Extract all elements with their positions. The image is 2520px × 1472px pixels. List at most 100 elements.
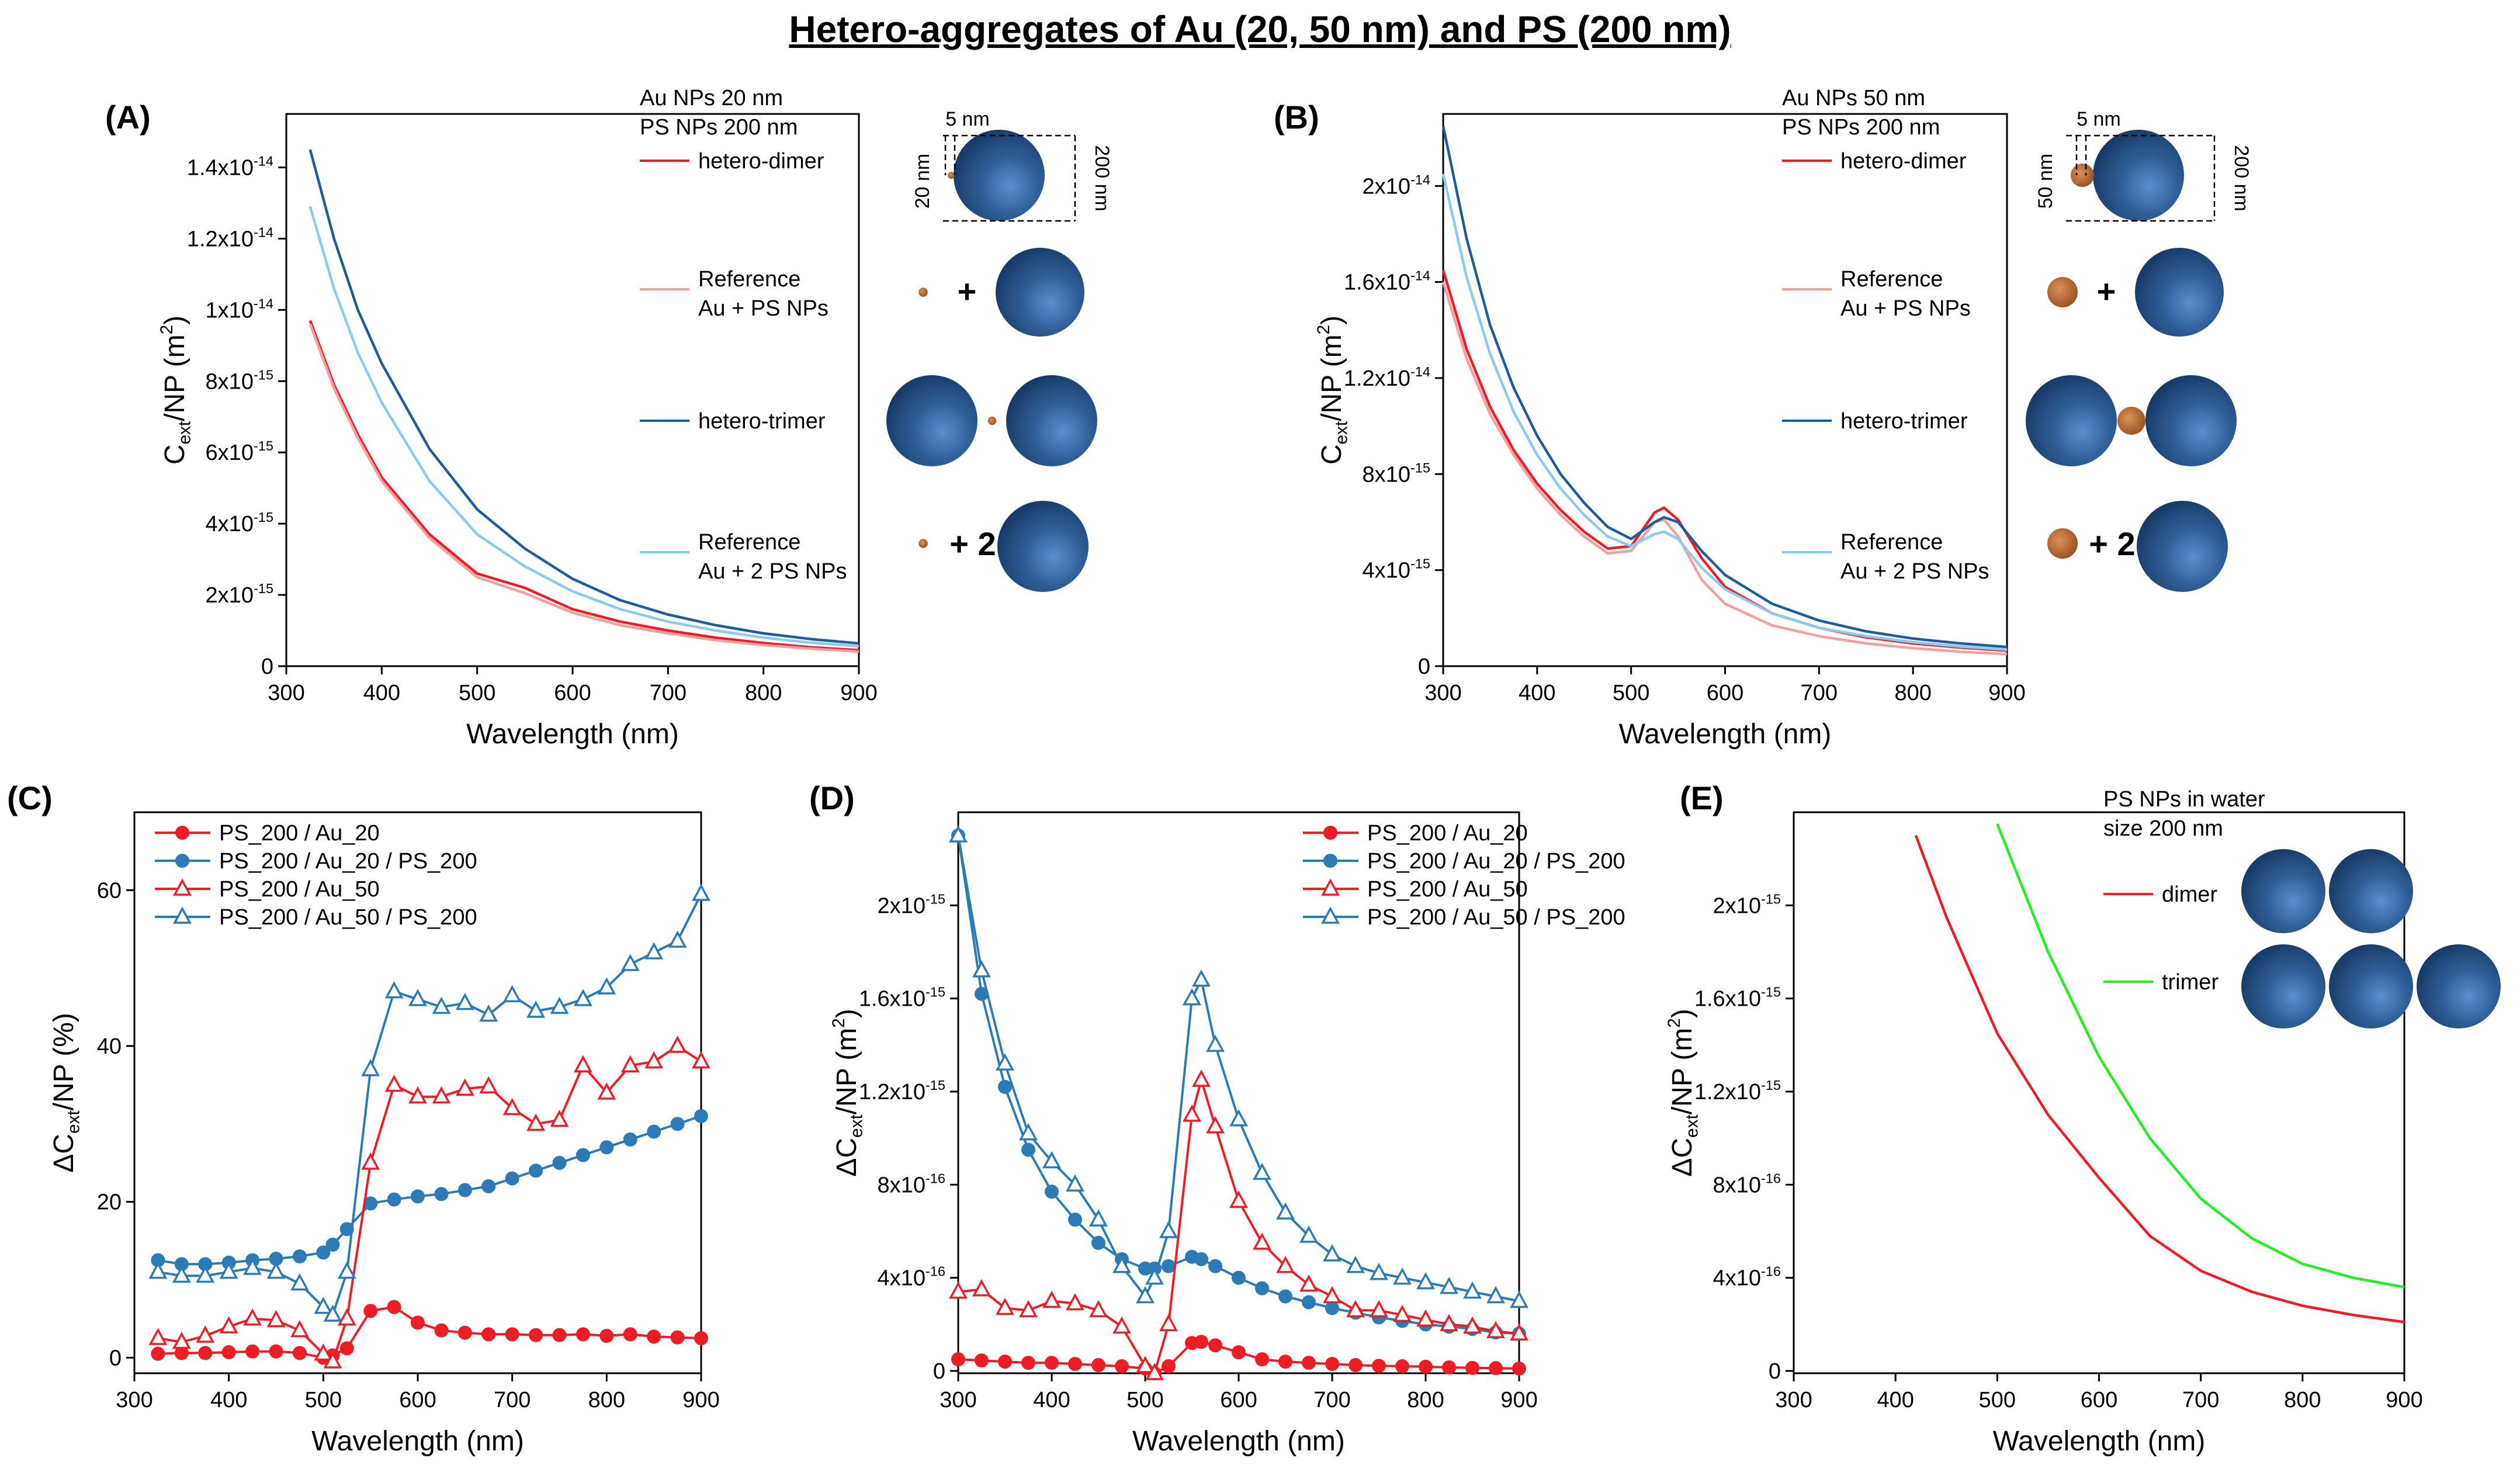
data-point [408,989,427,1006]
legend-label: PS_200 / Au_50 / PS_200 [219,905,477,930]
legend-item-3: hetero-trimer [1782,409,1968,434]
legend-item-3: PS_200 / Au_50 [1303,877,1528,902]
data-point [196,1325,215,1343]
data-point [1302,1295,1316,1310]
data-point [1372,1359,1386,1373]
data-point [1206,1034,1225,1052]
chart-panel-3: (C) 300 400 500 600 700 800 900 0 20 40 60 Wavelengt… [7,780,720,1457]
y-tick-label: 1.6x10-15 [1694,985,1781,1012]
legend-label: hetero-trimer [1840,409,1968,434]
legend-item-1: PS_200 / Au_20 [155,821,380,846]
data-point [1349,1358,1363,1373]
data-point [1115,1359,1129,1374]
x-tick-label: 500 [1126,1388,1163,1412]
data-point [1370,1300,1388,1318]
legend-header: PS NPs 200 nm [1782,115,1940,140]
data-point [949,1281,968,1299]
data-point [692,884,710,901]
data-point [1255,1352,1269,1367]
data-point [243,1308,262,1326]
data-point [573,1055,592,1073]
data-point [175,826,189,840]
ps-sphere [954,130,1045,221]
x-tick-label: 600 [2081,1388,2117,1412]
data-point [384,1074,404,1092]
series-line-1 [1441,269,2008,652]
data-point [290,1319,309,1338]
series-line-3 [158,1045,702,1363]
y-tick-label: 2x10-15 [206,581,273,608]
data-point [1019,1300,1038,1318]
data-point [1325,1301,1339,1315]
data-point [337,1261,356,1279]
data-point [316,1245,331,1260]
legend-label: PS_200 / Au_20 [219,821,380,846]
data-point [996,1053,1014,1071]
data-point [1229,1109,1248,1127]
data-point [1066,1293,1084,1311]
y-tick-label: 6x10-15 [206,438,273,465]
ps-sphere [886,375,978,466]
data-point [337,1308,356,1326]
x-tick-label: 900 [840,681,877,705]
data-point [1192,1069,1211,1087]
legend-header: Au NPs 50 nm [1782,86,1925,110]
y-tick-label: 4x10-16 [878,1264,945,1291]
legend-item-2: PS_200 / Au_20 / PS_200 [155,849,477,874]
x-tick-label: 400 [363,681,400,705]
legend-label: Au + PS NPs [1840,296,1971,321]
legend-item-2: trimer [2103,970,2219,995]
x-axis-label: Wavelength (nm) [1132,1426,1345,1457]
y-tick-label: 4x10-15 [1363,556,1430,583]
y-tick-label: 2x10-14 [1363,172,1430,199]
data-point [457,1183,472,1197]
panel-label: (E) [1680,780,1724,816]
data-point [1302,1356,1316,1370]
x-tick-label: 500 [1613,681,1649,705]
data-point [1042,1290,1061,1308]
legend-item-2: Reference Au + PS NPs [640,267,829,321]
data-point [455,1078,474,1096]
data-point [597,1082,616,1100]
data-point [1486,1286,1505,1304]
legend-label: Reference [1840,530,1943,555]
data-point [1370,1263,1388,1280]
data-point [1393,1267,1412,1285]
data-point [314,1343,333,1361]
data-point [1089,1209,1108,1227]
data-point [1089,1300,1108,1318]
data-point [1066,1174,1084,1192]
x-tick-label: 600 [399,1388,436,1412]
legend-item-4: PS_200 / Au_50 / PS_200 [155,905,477,930]
data-point [455,992,474,1010]
legend-label: PS_200 / Au_20 / PS_200 [219,849,477,874]
legend-label: Reference [698,267,800,292]
data-point [479,1076,498,1094]
data-point [481,1179,496,1193]
data-point [1159,1314,1178,1332]
panel-label: (C) [7,780,53,816]
data-point [526,1113,546,1131]
data-point [1192,969,1211,987]
data-point [1112,1256,1131,1273]
y-tick-label: 1x10-14 [206,296,273,323]
x-tick-label: 700 [1313,1388,1350,1412]
data-point [1068,1357,1082,1371]
y-tick-label: 2x10-15 [878,891,945,918]
data-point [1206,1116,1225,1134]
series-line-1 [1914,835,2405,1324]
data-point [219,1261,238,1279]
data-point [1162,1259,1176,1273]
legend-label: PS_200 / Au_50 [1367,877,1528,902]
y-tick-label: 8x10-16 [878,1170,945,1197]
legend-item-1: dimer [2103,882,2217,907]
ps-sphere [2329,944,2413,1028]
data-point [623,1132,637,1147]
y-axis-label: Cext/NP (m2) [1314,316,1351,465]
ps-sphere [1006,375,1097,466]
data-point [173,906,192,924]
x-tick-label: 300 [1775,1388,1812,1412]
data-point [1091,1358,1105,1373]
data-point [1393,1304,1412,1322]
data-point [1136,1356,1155,1373]
